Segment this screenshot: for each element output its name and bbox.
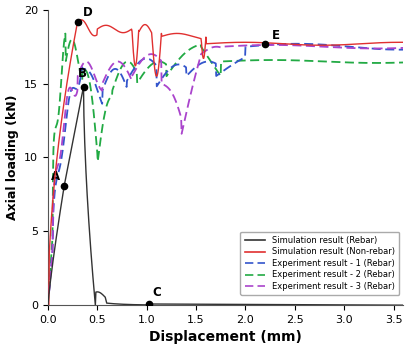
Text: B: B	[78, 67, 87, 80]
Text: E: E	[272, 29, 280, 42]
Legend: Simulation result (Rebar), Simulation result (Non-rebar), Experiment result - 1 : Simulation result (Rebar), Simulation re…	[240, 232, 399, 295]
Text: C: C	[153, 286, 162, 299]
Text: A: A	[52, 170, 61, 183]
X-axis label: Displacement (mm): Displacement (mm)	[149, 330, 302, 344]
Y-axis label: Axial loading (kN): Axial loading (kN)	[6, 95, 18, 220]
Text: D: D	[83, 6, 92, 19]
